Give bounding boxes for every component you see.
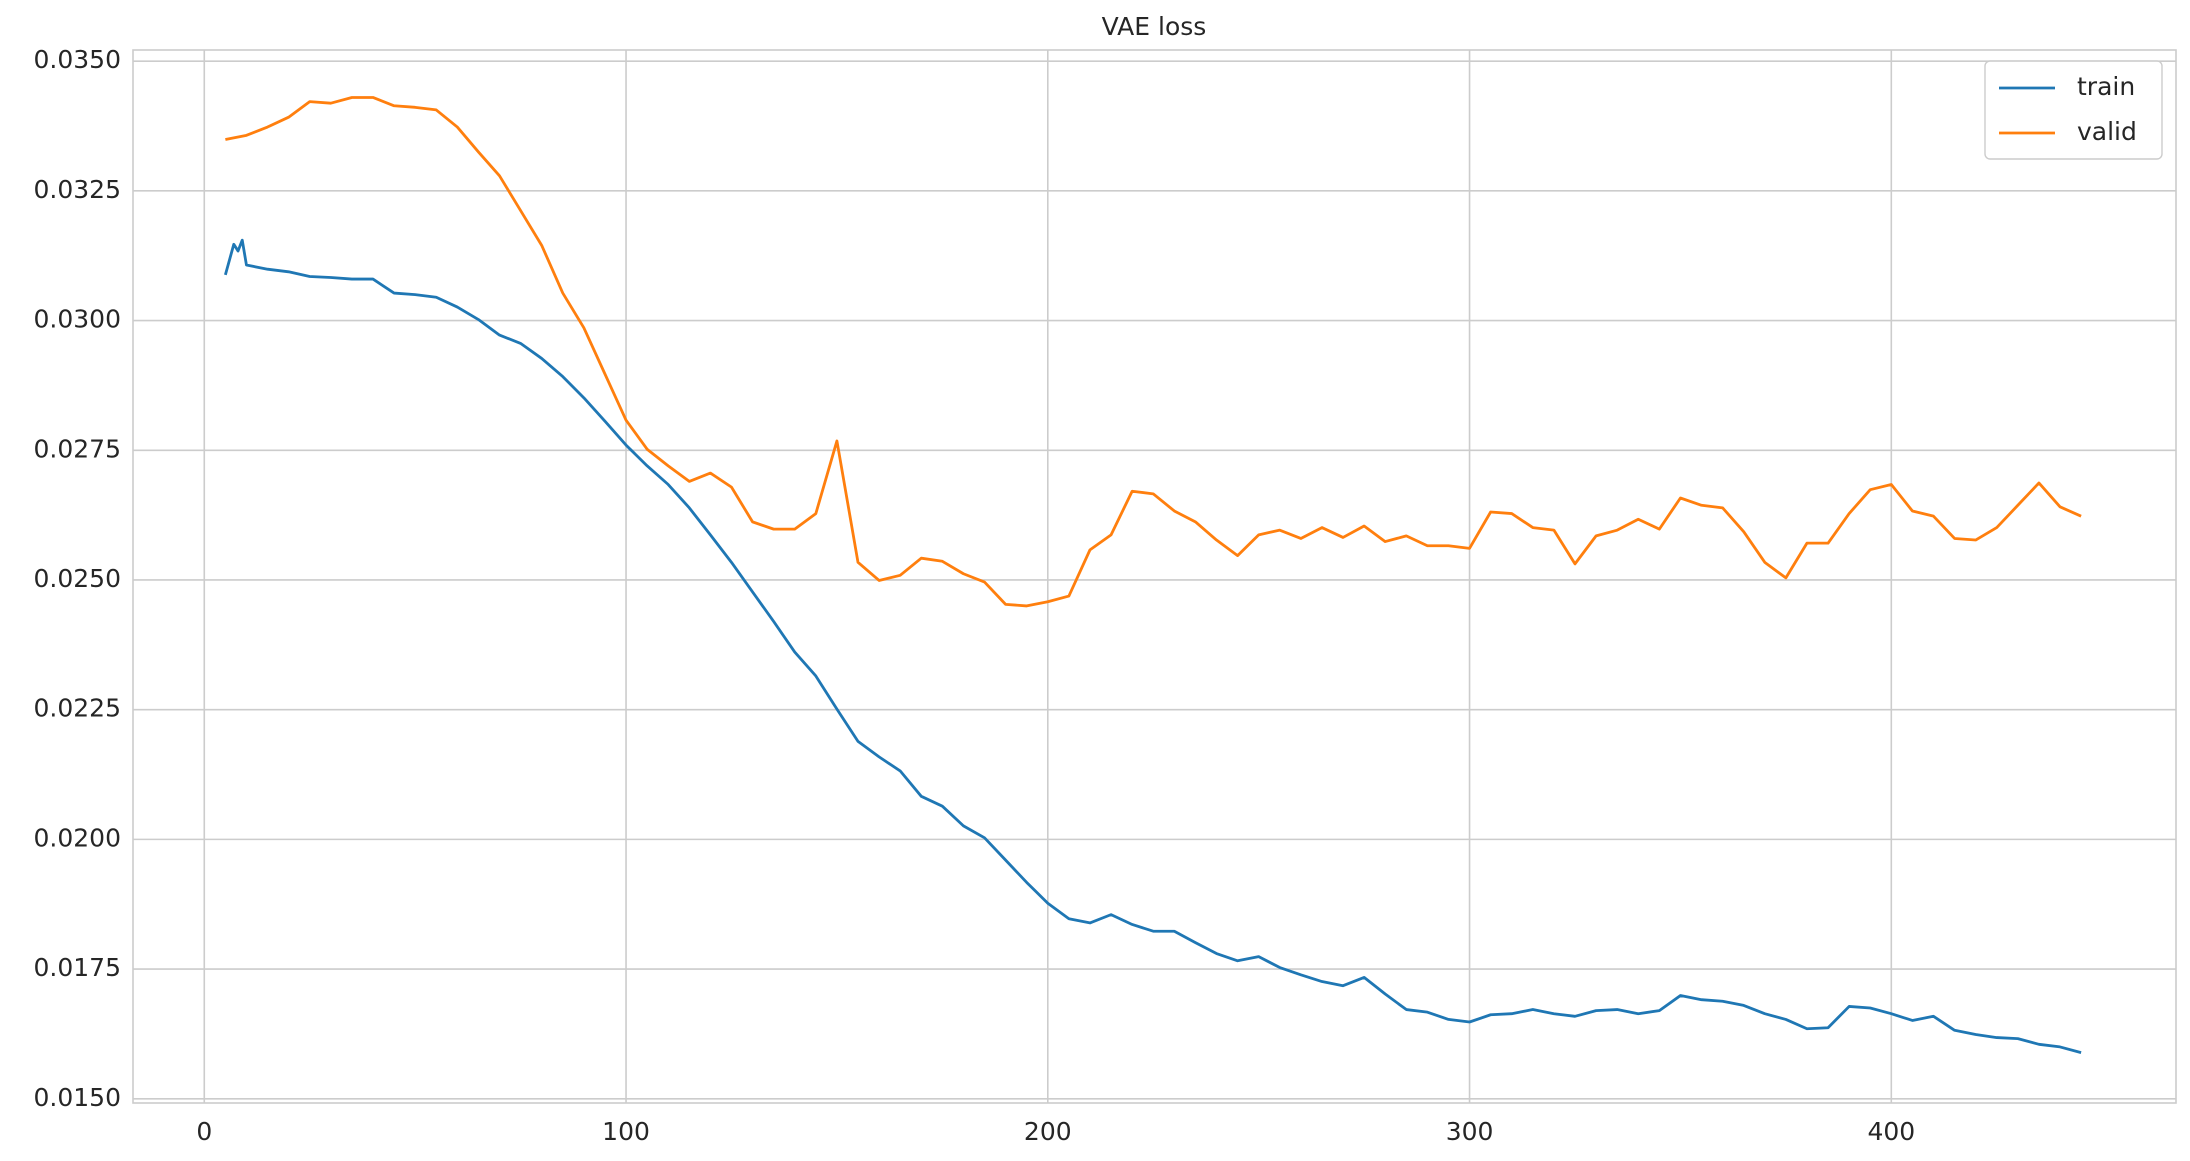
x-tick-label: 100: [602, 1117, 650, 1146]
y-tick-label: 0.0150: [34, 1083, 121, 1112]
x-tick-label: 300: [1446, 1117, 1494, 1146]
legend-label: train: [2077, 72, 2135, 101]
legend-label: valid: [2077, 117, 2137, 146]
y-tick-label: 0.0175: [34, 953, 121, 982]
legend-box: [1984, 60, 2163, 160]
y-tick-label: 0.0275: [34, 434, 121, 463]
y-tick-label: 0.0300: [34, 305, 121, 334]
x-tick-label: 400: [1867, 1117, 1915, 1146]
y-tick-label: 0.0200: [34, 823, 121, 852]
chart-title: VAE loss: [1102, 12, 1207, 41]
x-tick-label: 200: [1024, 1117, 1072, 1146]
plot-frame: [132, 49, 2177, 1104]
y-tick-label: 0.0325: [34, 175, 121, 204]
line-series: [224, 238, 2082, 1054]
x-tick-label: 0: [196, 1117, 212, 1146]
y-tick-label: 0.0225: [34, 694, 121, 723]
y-tick-label: 0.0350: [34, 45, 121, 74]
y-tick-label: 0.0250: [34, 564, 121, 593]
line-series: [225, 96, 2082, 608]
